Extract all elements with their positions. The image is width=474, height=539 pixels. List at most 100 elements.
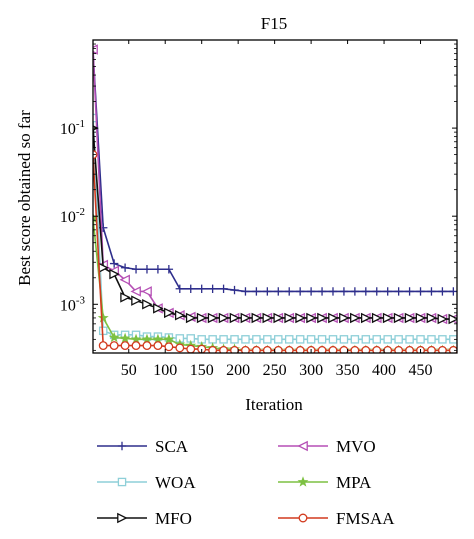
data-point-mfo bbox=[120, 292, 131, 303]
data-point-sca bbox=[449, 287, 457, 296]
legend-item-fmsaa: FMSAA bbox=[278, 509, 395, 528]
data-point-sca bbox=[350, 287, 360, 296]
data-point-sca bbox=[383, 287, 392, 296]
legend-label: MVO bbox=[336, 437, 376, 456]
legend-label: MFO bbox=[155, 509, 192, 528]
data-point-sca bbox=[339, 287, 349, 296]
data-point-woa bbox=[383, 335, 392, 344]
data-point-sca bbox=[361, 287, 371, 296]
data-point-fmsaa bbox=[131, 341, 141, 351]
data-point-woa bbox=[339, 335, 349, 344]
data-point-mfo bbox=[196, 312, 208, 324]
data-point-mfo bbox=[328, 312, 339, 324]
data-point-mfo bbox=[382, 312, 394, 324]
data-point-fmsaa bbox=[437, 345, 447, 353]
data-point-sca bbox=[109, 259, 119, 268]
series-fmsaa bbox=[93, 150, 457, 353]
data-point-sca bbox=[252, 287, 261, 296]
data-point-sca bbox=[120, 263, 130, 272]
data-point-woa bbox=[317, 335, 327, 344]
x-tick-label: 250 bbox=[263, 362, 287, 379]
data-point-sca bbox=[306, 287, 316, 296]
data-point-mfo bbox=[448, 313, 457, 325]
data-point-mfo bbox=[153, 303, 164, 314]
data-point-sca bbox=[263, 287, 272, 296]
data-point-woa bbox=[416, 335, 425, 344]
data-point-sca bbox=[405, 287, 414, 296]
legend-item-woa: WOA bbox=[97, 473, 196, 492]
x-tick-label: 150 bbox=[190, 362, 214, 379]
data-point-fmsaa bbox=[295, 345, 305, 353]
series-line-fmsaa bbox=[93, 154, 454, 352]
data-point-fmsaa bbox=[361, 345, 371, 353]
legend-item-sca: SCA bbox=[97, 437, 189, 456]
series-line-woa bbox=[93, 118, 454, 341]
data-point-sca bbox=[274, 287, 283, 296]
legend-label: WOA bbox=[155, 473, 196, 492]
data-point-mvo bbox=[119, 274, 130, 285]
data-point-mfo bbox=[164, 307, 175, 319]
data-point-fmsaa bbox=[317, 345, 327, 353]
data-point-woa bbox=[263, 335, 272, 344]
data-point-woa bbox=[252, 335, 261, 344]
data-point-fmsaa bbox=[142, 341, 152, 351]
legend-marker bbox=[117, 512, 128, 524]
data-point-woa bbox=[295, 335, 305, 344]
y-tick-label: 10-3 bbox=[60, 294, 86, 314]
data-point-fmsaa bbox=[153, 341, 163, 351]
legend-label: SCA bbox=[155, 437, 189, 456]
legend-item-mvo: MVO bbox=[278, 437, 376, 456]
data-point-fmsaa bbox=[186, 344, 196, 353]
data-point-mfo bbox=[415, 312, 427, 324]
x-tick-label: 200 bbox=[226, 362, 250, 379]
data-point-mfo bbox=[339, 312, 350, 324]
legend-marker bbox=[117, 477, 127, 487]
legend-item-mfo: MFO bbox=[97, 509, 192, 528]
data-point-mfo bbox=[109, 268, 120, 280]
data-point-mfo bbox=[185, 312, 197, 324]
data-point-mfo bbox=[131, 295, 142, 306]
data-point-sca bbox=[438, 287, 447, 296]
data-point-mfo bbox=[273, 312, 284, 324]
data-point-sca bbox=[372, 287, 381, 296]
y-tick-label: 10-1 bbox=[60, 118, 85, 138]
x-axis-label: Iteration bbox=[245, 395, 303, 414]
legend-marker bbox=[298, 513, 308, 523]
series-mvo bbox=[93, 44, 457, 325]
data-point-woa bbox=[405, 335, 414, 344]
data-point-fmsaa bbox=[372, 345, 382, 353]
legend-marker bbox=[297, 440, 308, 452]
data-point-mpa bbox=[108, 331, 120, 343]
series-layer bbox=[93, 44, 457, 353]
data-point-woa bbox=[230, 335, 239, 344]
data-point-mvo bbox=[93, 44, 98, 55]
data-point-sca bbox=[142, 265, 152, 274]
data-point-mfo bbox=[142, 299, 153, 310]
data-point-sca bbox=[416, 287, 425, 296]
data-point-mfo bbox=[426, 312, 438, 324]
data-point-mfo bbox=[306, 312, 317, 324]
x-tick-label: 450 bbox=[409, 362, 433, 379]
legend-marker bbox=[297, 476, 309, 487]
data-point-fmsaa bbox=[251, 345, 261, 353]
data-point-sca bbox=[131, 265, 141, 274]
series-woa bbox=[93, 113, 457, 344]
data-point-woa bbox=[372, 335, 382, 344]
y-tick-label: 10-2 bbox=[60, 206, 85, 226]
series-line-mpa bbox=[93, 218, 454, 352]
data-point-mvo bbox=[130, 286, 141, 297]
data-point-sca bbox=[153, 265, 163, 274]
data-point-mfo bbox=[207, 312, 219, 324]
data-point-sca bbox=[186, 284, 195, 293]
data-point-fmsaa bbox=[164, 342, 174, 352]
data-point-fmsaa bbox=[241, 345, 250, 353]
data-point-fmsaa bbox=[284, 345, 294, 353]
data-point-woa bbox=[361, 335, 371, 344]
data-point-woa bbox=[438, 335, 447, 344]
chart-title: F15 bbox=[261, 14, 287, 33]
data-point-sca bbox=[427, 287, 436, 296]
data-point-mfo bbox=[404, 312, 416, 324]
data-point-mfo bbox=[295, 312, 306, 324]
data-point-mpa bbox=[97, 312, 109, 323]
